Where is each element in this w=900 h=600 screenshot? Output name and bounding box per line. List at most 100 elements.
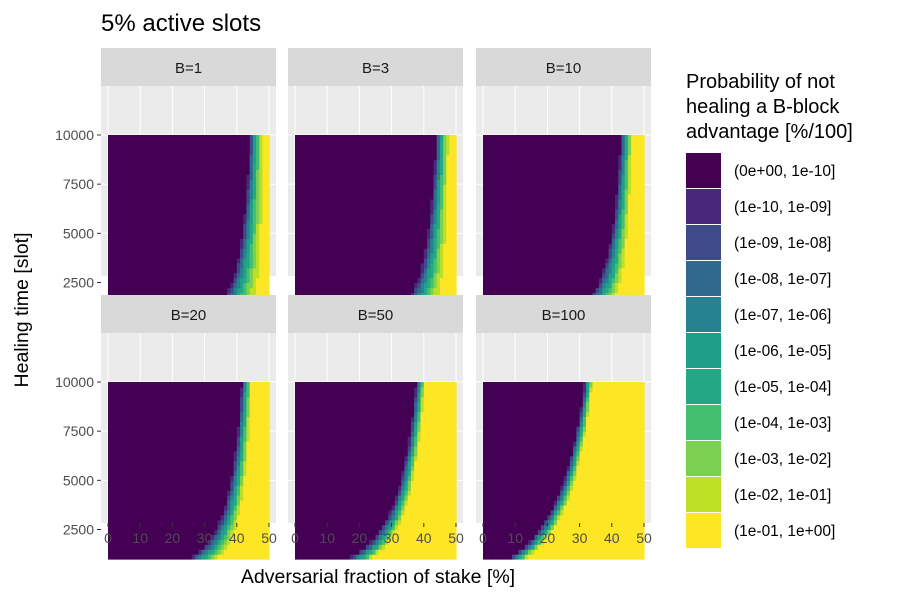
heatmap-cell [394,149,399,156]
heatmap-cell [220,277,225,284]
heatmap-cell [320,139,325,146]
heatmap-cell [502,277,507,284]
heatmap-cell [159,135,164,141]
heatmap-cell [327,149,332,156]
heatmap-cell [220,164,225,171]
heatmap-cell [589,149,594,156]
heatmap-cell [265,208,270,215]
heatmap-cell [262,174,267,180]
heatmap-cell [579,208,584,215]
heatmap-cell [365,139,370,146]
heatmap-cell [246,238,251,244]
heatmap-cell [220,208,225,215]
heatmap-cell [217,139,222,146]
heatmap-cell [449,218,454,225]
heatmap-cell [133,144,138,151]
heatmap-cell [188,243,193,249]
heatmap-cell [553,282,558,289]
heatmap-cell [117,282,122,289]
heatmap-cell [391,238,396,244]
heatmap-cell [349,238,354,244]
heatmap-cell [365,267,370,274]
heatmap-cell [391,272,396,279]
heatmap-cell [336,174,341,180]
heatmap-cell [156,159,161,166]
heatmap-cell [359,272,364,279]
heatmap-cell [410,203,415,210]
heatmap-cell [214,223,219,230]
heatmap-cell [120,238,125,244]
heatmap-cell [256,164,260,171]
heatmap-cell [143,179,148,185]
heatmap-cell [356,262,360,269]
heatmap-cell [430,184,435,190]
heatmap-cell [595,154,600,161]
heatmap-cell [304,262,309,269]
heatmap-cell [243,228,248,234]
heatmap-cell [394,198,399,205]
heatmap-cell [598,159,603,166]
heatmap-cell [182,248,186,254]
heatmap-cell [188,184,193,190]
heatmap-cell [298,218,303,225]
heatmap-cell [378,287,383,293]
heatmap-cell [521,267,526,274]
heatmap-cell [165,223,170,230]
heatmap-cell [336,189,341,195]
heatmap-cell [340,218,344,225]
heatmap-cell [436,203,441,210]
heatmap-cell [524,272,529,279]
heatmap-cell [540,164,545,171]
heatmap-cell [436,257,441,264]
heatmap-cell [162,238,167,244]
heatmap-cell [446,267,451,274]
heatmap-cell [185,223,190,230]
heatmap-cell [175,223,180,230]
heatmap-cell [592,218,597,225]
heatmap-cell [439,174,444,180]
heatmap-cell [172,208,177,215]
heatmap-cell [211,149,215,156]
heatmap-cell [175,228,180,234]
heatmap-cell [515,218,520,225]
heatmap-cell [223,189,228,195]
heatmap-cell [262,243,267,249]
heatmap-cell [136,149,141,156]
heatmap-cell [515,248,520,254]
heatmap-cell [362,282,367,289]
heatmap-cell [401,257,406,264]
heatmap-cell [217,277,222,284]
heatmap-cell [153,164,157,171]
heatmap-cell [385,257,389,264]
heatmap-cell [401,144,406,151]
heatmap-cell [307,198,312,205]
heatmap-cell [427,282,431,289]
heatmap-cell [265,149,270,156]
heatmap-cell [249,253,254,259]
heatmap-cell [492,257,497,264]
heatmap-cell [381,179,386,185]
heatmap-cell [505,194,510,200]
heatmap-cell [452,253,457,259]
heatmap-cell [352,198,357,205]
heatmap-cell [557,159,561,166]
heatmap-cell [259,149,264,156]
heatmap-cell [359,169,364,175]
heatmap-cell [407,277,412,284]
heatmap-cell [369,194,373,200]
heatmap-cell [486,262,491,269]
heatmap-cell [330,262,335,269]
heatmap-cell [127,267,132,274]
heatmap-cell [146,164,151,171]
heatmap-cell [198,238,202,244]
heatmap-cell [223,208,228,215]
heatmap-cell [401,139,406,146]
heatmap-cell [172,228,177,234]
heatmap-cell [265,189,270,195]
heatmap-cell [557,174,561,180]
heatmap-cell [191,213,196,220]
heatmap-cell [194,144,199,151]
heatmap-cell [557,189,561,195]
heatmap-cell [149,198,154,205]
heatmap-cell [336,272,341,279]
